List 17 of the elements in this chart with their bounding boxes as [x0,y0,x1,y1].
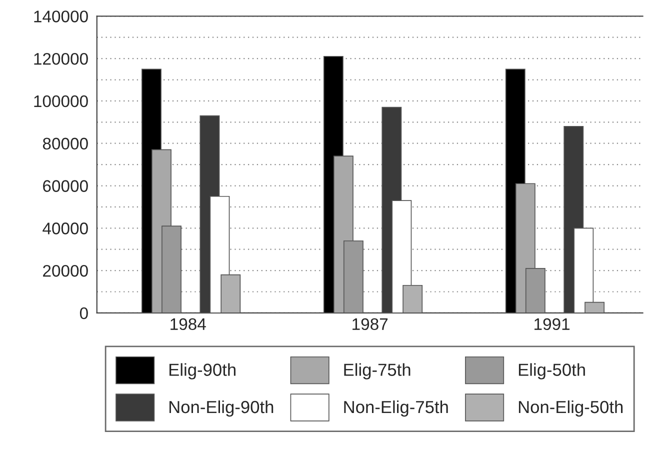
y-tick-label: 40000 [42,222,88,234]
legend-label: Elig-75th [344,363,410,380]
legend-label: Elig-90th [170,363,236,380]
x-tick-label: 1991 [534,318,570,330]
y-tick-label: 20000 [43,264,88,277]
y-tick-label: 140000 [34,10,88,22]
y-tick-label: 100000 [34,95,88,108]
legend-label: Elig-50th [518,363,585,380]
legend-label: Non-Elig-50th [518,400,623,417]
legend-label: Non-Elig-90th [170,400,274,417]
y-tick-label: 0 [80,307,88,320]
legend-label: Non-Elig-75th [344,400,448,417]
y-tick-label: 120000 [34,52,88,65]
y-tick-label: 80000 [42,138,88,150]
x-tick-label: 1987 [352,318,388,330]
y-tick-label: 60000 [43,180,88,192]
x-tick-label: 1984 [170,318,206,330]
